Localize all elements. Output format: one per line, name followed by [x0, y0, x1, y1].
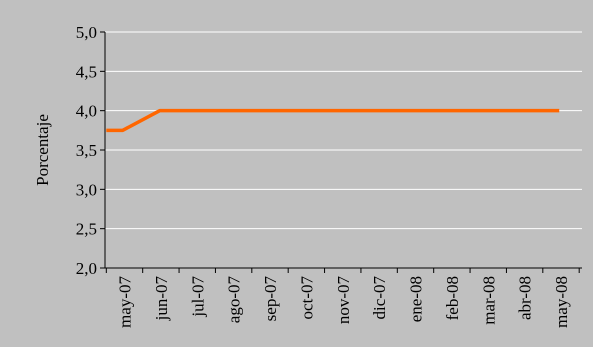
y-tick-label-2-0: 2,0: [76, 259, 97, 278]
y-axis-label: Porcentaje: [33, 114, 52, 186]
y-tick-label-4-5: 4,5: [76, 62, 97, 81]
x-tick-label-nov-07: nov-07: [334, 276, 353, 325]
y-tick-label-3-0: 3,0: [76, 180, 97, 199]
x-tick-label-jul-07: jul-07: [188, 276, 207, 318]
y-tick-label-4-0: 4,0: [76, 102, 97, 121]
series-line-0: [106, 108, 560, 133]
gridlines: [105, 31, 582, 230]
x-tick-label-may-08: may-08: [552, 276, 571, 328]
x-tick-label-ene-08: ene-08: [407, 276, 426, 322]
x-tick-label-may-07: may-07: [116, 276, 135, 328]
y-tick-labels: 2,0 2,5 3,0 3,5 4,0 4,5 5,0: [76, 23, 105, 278]
x-tick-label-dic-07: dic-07: [370, 276, 389, 320]
x-tick-label-feb-08: feb-08: [443, 276, 462, 320]
y-tick-label-2-5: 2,5: [76, 220, 97, 239]
x-tick-labels: may-07 jun-07 jul-07 ago-07 sep-07 oct-07 nov-…: [105, 268, 580, 328]
y-tick-label-5-0: 5,0: [76, 23, 97, 42]
x-tick-label-sep-07: sep-07: [261, 276, 280, 322]
x-tick-label-oct-07: oct-07: [297, 276, 316, 320]
x-tick-label-mar-08: mar-08: [479, 276, 498, 325]
series: [106, 108, 560, 133]
x-tick-label-jun-07: jun-07: [152, 276, 171, 322]
x-tick-label-abr-08: abr-08: [516, 276, 535, 320]
x-tick-label-ago-07: ago-07: [225, 276, 244, 324]
y-tick-label-3-5: 3,5: [76, 141, 97, 160]
